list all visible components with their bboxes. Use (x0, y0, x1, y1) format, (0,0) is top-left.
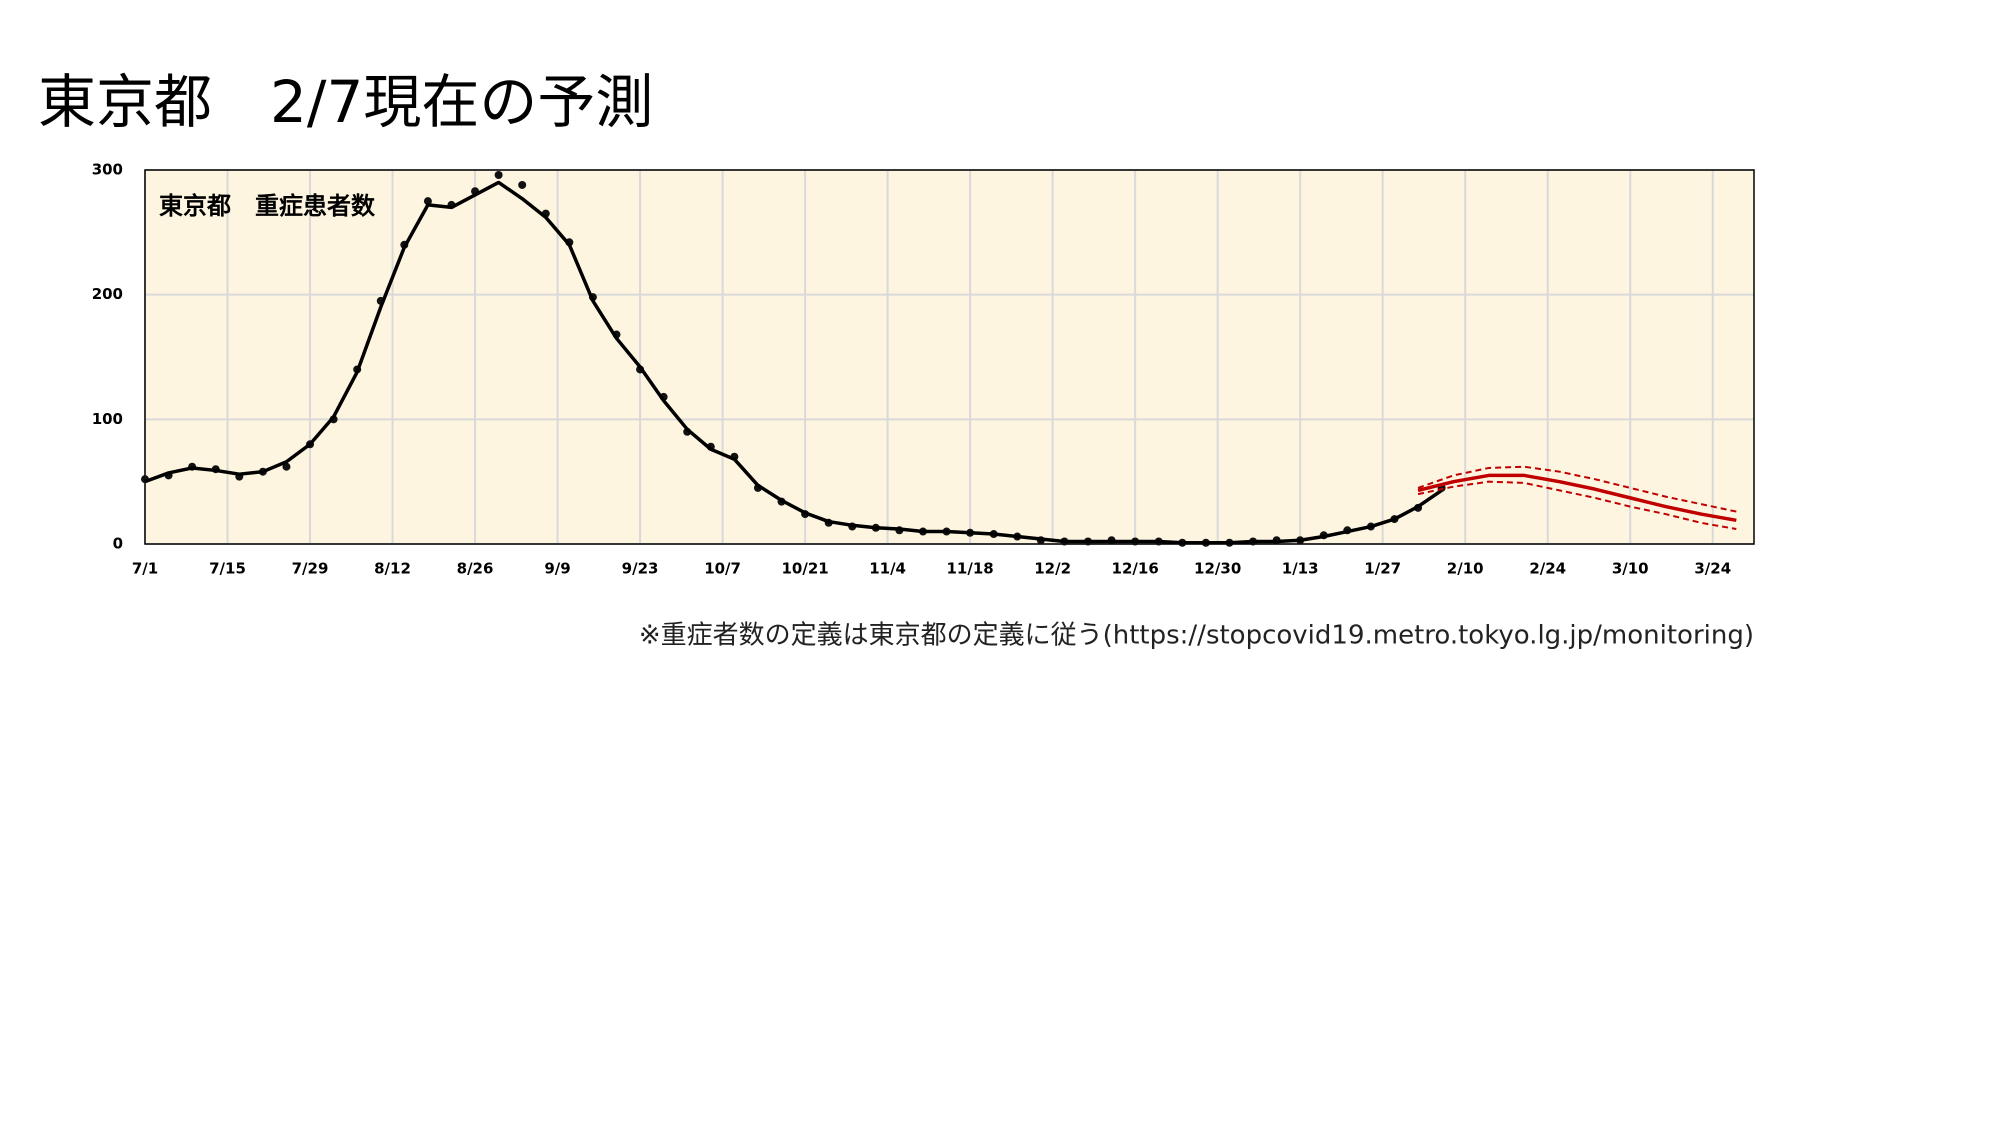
y-tick-label: 200 (92, 285, 123, 303)
plot-area (145, 170, 1754, 544)
data-point (494, 170, 503, 179)
x-tick-label: 12/2 (1034, 560, 1071, 578)
bound-line (1417, 480, 1737, 531)
x-tick-label: 11/4 (869, 560, 906, 578)
x-tick-label: 3/24 (1694, 560, 1731, 578)
x-tick-label: 9/9 (544, 560, 570, 578)
y-tick-label: 300 (92, 161, 123, 179)
page-title: 東京都 2/7現在の予測 (38, 68, 653, 136)
trend-line (1417, 473, 1737, 523)
x-tick-label: 2/10 (1447, 560, 1484, 578)
x-tick-label: 11/18 (947, 560, 994, 578)
x-tick-label: 7/29 (292, 560, 329, 578)
x-tick-label: 8/26 (457, 560, 494, 578)
x-tick-label: 12/30 (1194, 560, 1241, 578)
chart-title: 東京都 重症患者数 (159, 192, 376, 220)
x-tick-label: 12/16 (1112, 560, 1159, 578)
x-tick-label: 10/21 (781, 560, 828, 578)
plot-border (144, 169, 1755, 545)
x-tick-label: 3/10 (1612, 560, 1649, 578)
footnote: ※重症者数の定義は東京都の定義に従う(https://stopcovid19.m… (639, 621, 1754, 651)
data-point (423, 197, 432, 206)
bound-line (1417, 465, 1737, 513)
y-tick-label: 0 (113, 535, 123, 553)
x-tick-label: 1/13 (1282, 560, 1319, 578)
x-tick-label: 7/15 (209, 560, 246, 578)
x-tick-label: 1/27 (1364, 560, 1401, 578)
x-tick-label: 8/12 (374, 560, 411, 578)
data-point (282, 462, 291, 471)
x-tick-label: 7/1 (132, 560, 158, 578)
data-point (518, 180, 527, 189)
x-tick-label: 2/24 (1529, 560, 1566, 578)
x-tick-label: 9/23 (622, 560, 659, 578)
x-tick-label: 10/7 (704, 560, 741, 578)
trend-line (144, 180, 1443, 545)
y-tick-label: 100 (92, 410, 123, 428)
